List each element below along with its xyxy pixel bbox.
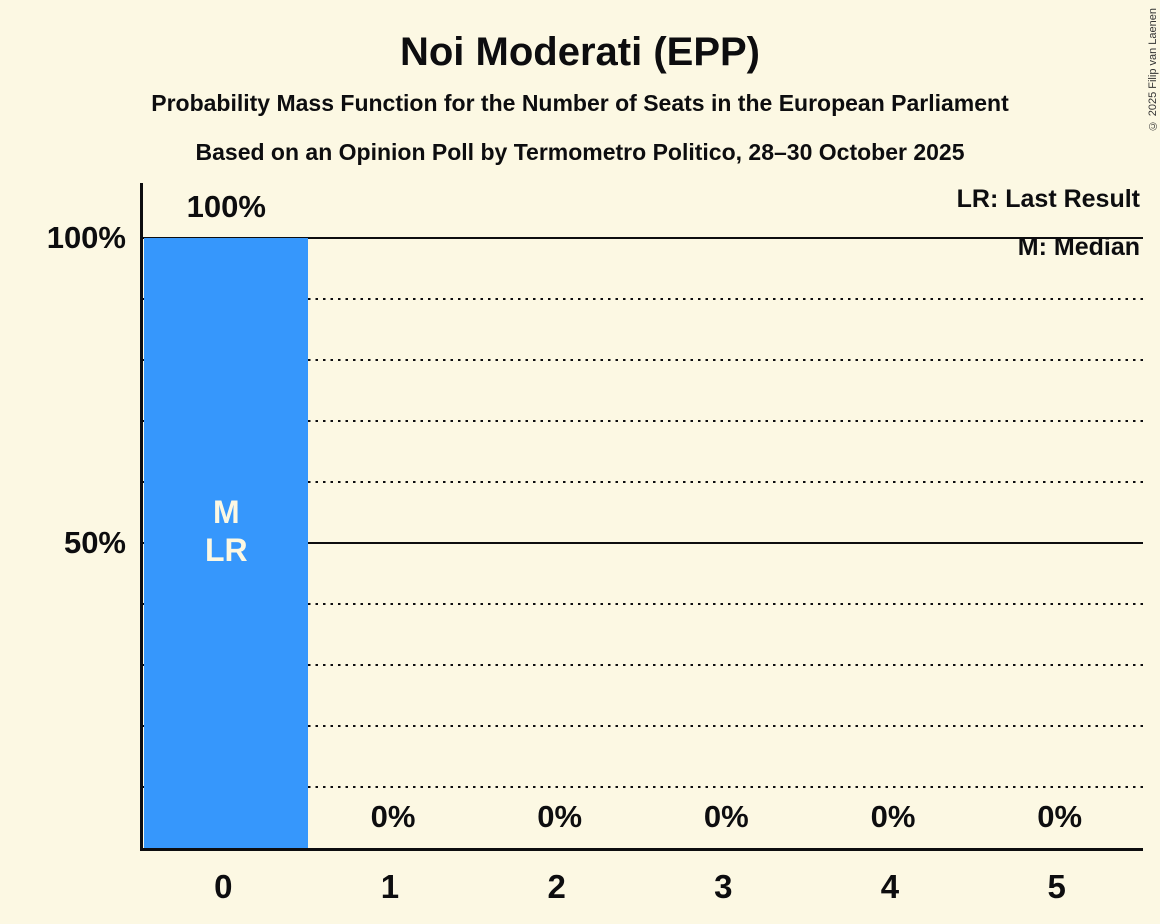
chart-subtitle-pmf: Probability Mass Function for the Number… (151, 90, 1009, 116)
bar-value-label-seat-1: 0% (370, 799, 416, 834)
gridline-90pct (143, 297, 1143, 301)
bar-value-label-seat-3: 0% (703, 799, 749, 834)
x-tick-label-3: 3 (714, 868, 733, 905)
bar-annotation-median-last-result: M LR (205, 493, 248, 568)
x-tick-label-2: 2 (547, 868, 566, 905)
bar-value-label-seat-0: 100% (186, 189, 266, 224)
y-tick-label-50: 50% (63, 525, 126, 560)
bar-value-label-seat-5: 0% (1037, 799, 1083, 834)
gridline-80pct (143, 358, 1143, 362)
y-tick-label-100: 100% (46, 220, 126, 255)
chart-title: Noi Moderati (EPP) (399, 30, 761, 74)
gridline-70pct (143, 419, 1143, 423)
x-tick-label-4: 4 (880, 868, 900, 905)
gridline-40pct (143, 602, 1143, 606)
x-tick-label-5: 5 (1047, 868, 1066, 905)
copyright-notice: © 2025 Filip van Laenen (1147, 8, 1159, 132)
x-tick-label-0: 0 (214, 868, 233, 905)
gridline-20pct (143, 724, 1143, 728)
plot-area: 100% 0% 0% 0% 0% 0% M LR (140, 183, 1143, 851)
gridline-50pct (143, 541, 1143, 545)
bar-seat-0 (144, 238, 308, 848)
gridline-10pct (143, 785, 1143, 789)
gridline-100pct (143, 236, 1143, 240)
bar-value-label-seat-4: 0% (870, 799, 916, 834)
chart-subtitle-poll: Based on an Opinion Poll by Termometro P… (195, 139, 965, 165)
legend-median: M: Median (1017, 233, 1140, 261)
gridline-30pct (143, 663, 1143, 667)
x-tick-label-1: 1 (380, 868, 400, 905)
gridline-60pct (143, 480, 1143, 484)
legend-last-result: LR: Last Result (956, 185, 1140, 213)
bar-value-label-seat-2: 0% (537, 799, 583, 834)
